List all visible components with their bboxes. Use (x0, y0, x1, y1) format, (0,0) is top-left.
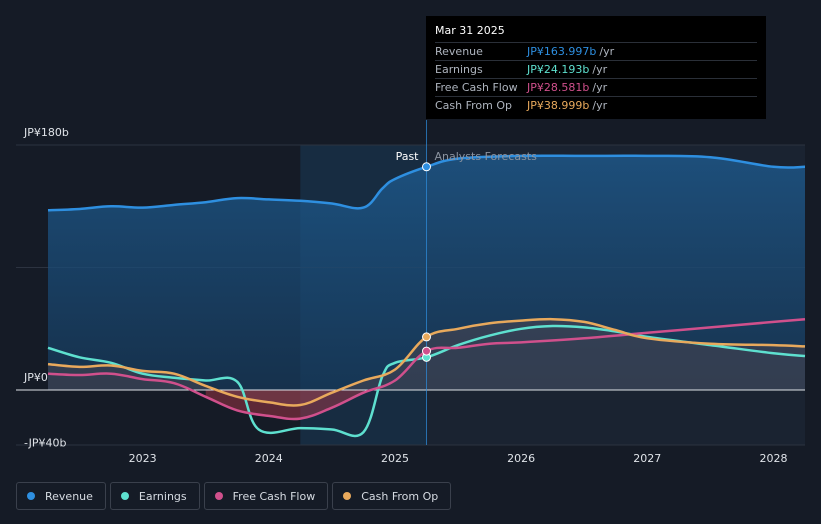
tooltip-value: JP¥163.997b (527, 45, 597, 58)
tooltip-label: Cash From Op (435, 99, 513, 112)
x-tick-label: 2027 (633, 452, 661, 465)
legend-dot-icon (120, 492, 129, 500)
legend-item-free-cash-flow[interactable]: Free Cash Flow (203, 482, 329, 510)
tooltip-label: Earnings (435, 63, 483, 76)
past-label: Past (396, 150, 420, 163)
x-tick-label: 2024 (255, 452, 283, 465)
tooltip-value: JP¥38.999b (527, 99, 590, 112)
legend-dot-icon (343, 492, 352, 500)
tooltip: Mar 31 2025 Revenue JP¥163.997b /yr Earn… (426, 16, 766, 119)
tooltip-unit: /yr (592, 99, 608, 112)
tooltip-row-cash-from-op: Cash From Op JP¥38.999b /yr (435, 96, 757, 114)
tooltip-date: Mar 31 2025 (435, 24, 505, 37)
tooltip-label: Free Cash Flow (435, 81, 518, 94)
tooltip-label: Revenue (435, 45, 483, 58)
legend-label: Revenue (45, 489, 93, 503)
x-tick-label: 2025 (381, 452, 409, 465)
legend-item-revenue[interactable]: Revenue (16, 482, 106, 510)
tooltip-unit: /yr (592, 63, 608, 76)
x-tick-label: 2028 (759, 452, 787, 465)
legend-dot-icon (27, 492, 35, 500)
revenue-marker (422, 162, 431, 172)
tooltip-unit: /yr (592, 81, 608, 94)
legend-label: Cash From Op (361, 489, 439, 503)
tooltip-row-free-cash-flow: Free Cash Flow JP¥28.581b /yr (435, 78, 757, 96)
legend-item-earnings[interactable]: Earnings (109, 482, 200, 510)
free-cash-flow-marker (422, 346, 431, 356)
legend-label: Earnings (138, 489, 187, 503)
legend-dot-icon (214, 492, 223, 500)
x-tick-label: 2026 (507, 452, 535, 465)
tooltip-value: JP¥28.581b (527, 81, 590, 94)
tooltip-unit: /yr (599, 45, 615, 58)
x-tick-label: 2023 (129, 452, 157, 465)
legend-label: Free Cash Flow (232, 489, 316, 503)
revenue-line (47, 154, 806, 212)
tooltip-row-earnings: Earnings JP¥24.193b /yr (435, 60, 757, 78)
legend-item-cash-from-op[interactable]: Cash From Op (332, 482, 452, 510)
tooltip-value: JP¥24.193b (527, 63, 590, 76)
legend: Revenue Earnings Free Cash Flow Cash Fro… (16, 482, 452, 510)
y-tick-label: JP¥0 (23, 371, 48, 384)
cash-from-op-line (47, 317, 806, 407)
forecast-label: Analysts Forecasts (435, 150, 538, 163)
cash-from-op-marker (422, 332, 431, 342)
y-tick-label: JP¥180b (23, 126, 69, 139)
tooltip-row-revenue: Revenue JP¥163.997b /yr (435, 42, 757, 60)
y-tick-label: -JP¥40b (24, 436, 66, 449)
